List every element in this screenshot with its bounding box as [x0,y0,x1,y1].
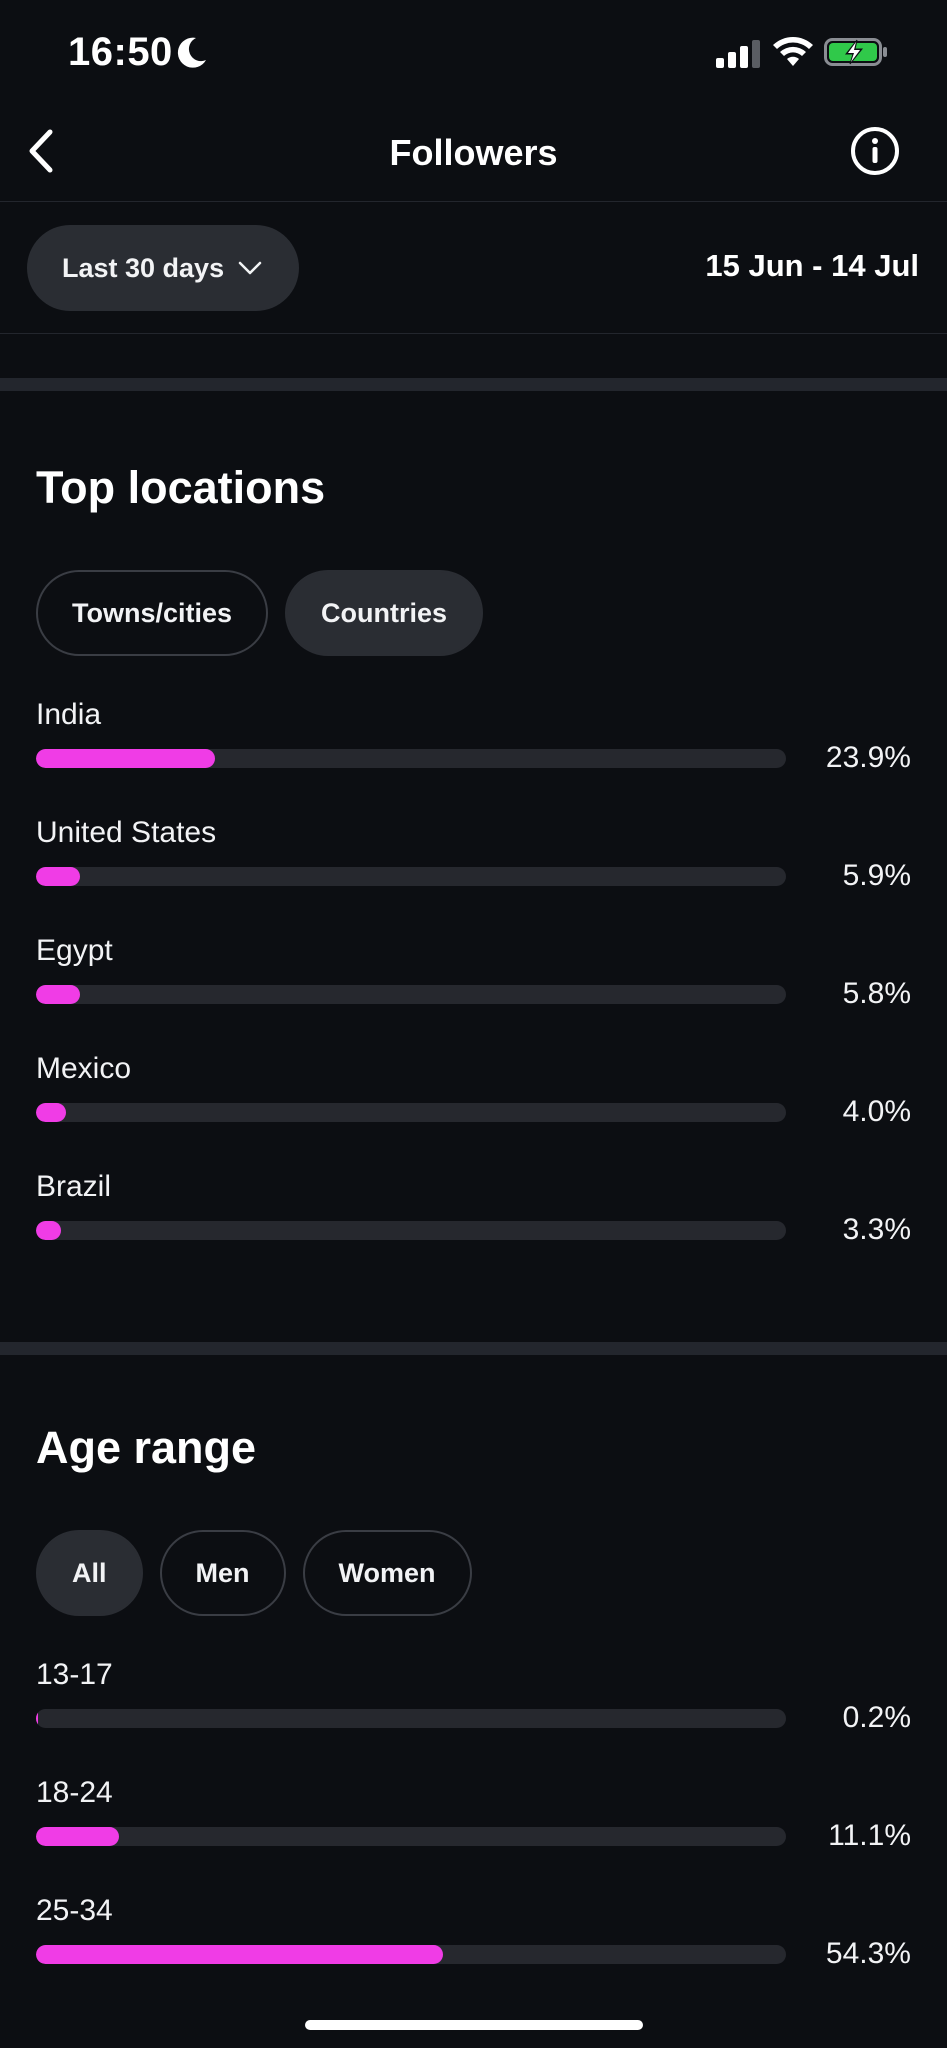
status-time: 16:50 [68,30,173,74]
age-label: 18-24 [36,1776,113,1809]
tab-all[interactable]: All [36,1530,143,1616]
location-row-egypt: Egypt 5.8% [36,934,911,1052]
tab-women[interactable]: Women [302,1530,472,1616]
location-label: Egypt [36,934,113,967]
age-bar-fill [36,1827,120,1846]
location-label: India [36,698,102,731]
chevron-left-icon[interactable] [26,128,58,174]
top-locations-title: Top locations [36,462,326,513]
location-value: 23.9% [825,741,911,774]
location-row-mexico: Mexico 4.0% [36,1052,911,1170]
location-bar-track [36,867,786,886]
age-value: 11.1% [828,1819,911,1852]
location-label: Brazil [36,1170,112,1203]
age-bar-fill [36,1709,38,1728]
tab-men[interactable]: Men [159,1530,286,1616]
location-value: 3.3% [842,1213,911,1246]
age-list: 13-17 0.2% 18-24 11.1% 25-34 54.3% [36,1658,911,2012]
age-tabs: All Men Women [36,1530,472,1616]
location-bar-track [36,1103,786,1122]
moon-icon [177,37,206,68]
age-value: 0.2% [842,1701,911,1734]
age-bar-track [36,1945,786,1964]
location-row-india: India 23.9% [36,698,911,816]
location-value: 4.0% [842,1095,911,1128]
age-value: 54.3% [825,1937,911,1970]
location-bar-track [36,749,786,768]
location-row-brazil: Brazil 3.3% [36,1170,911,1288]
location-bar-fill [36,867,81,886]
info-icon[interactable] [850,126,900,176]
location-value: 5.9% [842,859,911,892]
nav-bar: Followers [0,100,947,202]
signal-icon [716,40,760,68]
location-bar-fill [36,1103,66,1122]
location-bar-track [36,1221,786,1240]
age-label: 25-34 [36,1894,113,1927]
locations-list: India 23.9% United States 5.9% Egypt 5.8… [36,698,911,1288]
date-range-dropdown[interactable]: Last 30 days [27,225,299,311]
location-bar-fill [36,749,216,768]
home-indicator [305,2020,643,2030]
chevron-down-icon [238,261,262,275]
age-bar-track [36,1827,786,1846]
status-bar: 16:50 [0,0,947,100]
tab-countries[interactable]: Countries [285,570,484,656]
age-row-18-24: 18-24 11.1% [36,1776,911,1894]
age-row-13-17: 13-17 0.2% [36,1658,911,1776]
location-bar-fill [36,985,80,1004]
page-title: Followers [389,132,558,173]
location-label: United States [36,816,217,849]
location-bar-track [36,985,786,1004]
battery-charging-icon [824,38,887,66]
age-bar-fill [36,1945,444,1964]
location-bar-fill [36,1221,61,1240]
location-value: 5.8% [842,977,911,1010]
filter-row: Last 30 days 15 Jun - 14 Jul [0,202,947,334]
date-range-dropdown-label: Last 30 days [62,252,225,283]
location-row-united-states: United States 5.9% [36,816,911,934]
location-tabs: Towns/cities Countries [36,570,484,656]
age-label: 13-17 [36,1658,113,1691]
location-label: Mexico [36,1052,132,1085]
age-range-title: Age range [36,1422,257,1473]
section-divider [0,378,947,391]
age-row-25-34: 25-34 54.3% [36,1894,911,2012]
date-range-text: 15 Jun - 14 Jul [705,248,919,283]
wifi-icon [773,37,813,66]
section-divider [0,1342,947,1355]
tab-towns-cities[interactable]: Towns/cities [36,570,269,656]
age-bar-track [36,1709,786,1728]
